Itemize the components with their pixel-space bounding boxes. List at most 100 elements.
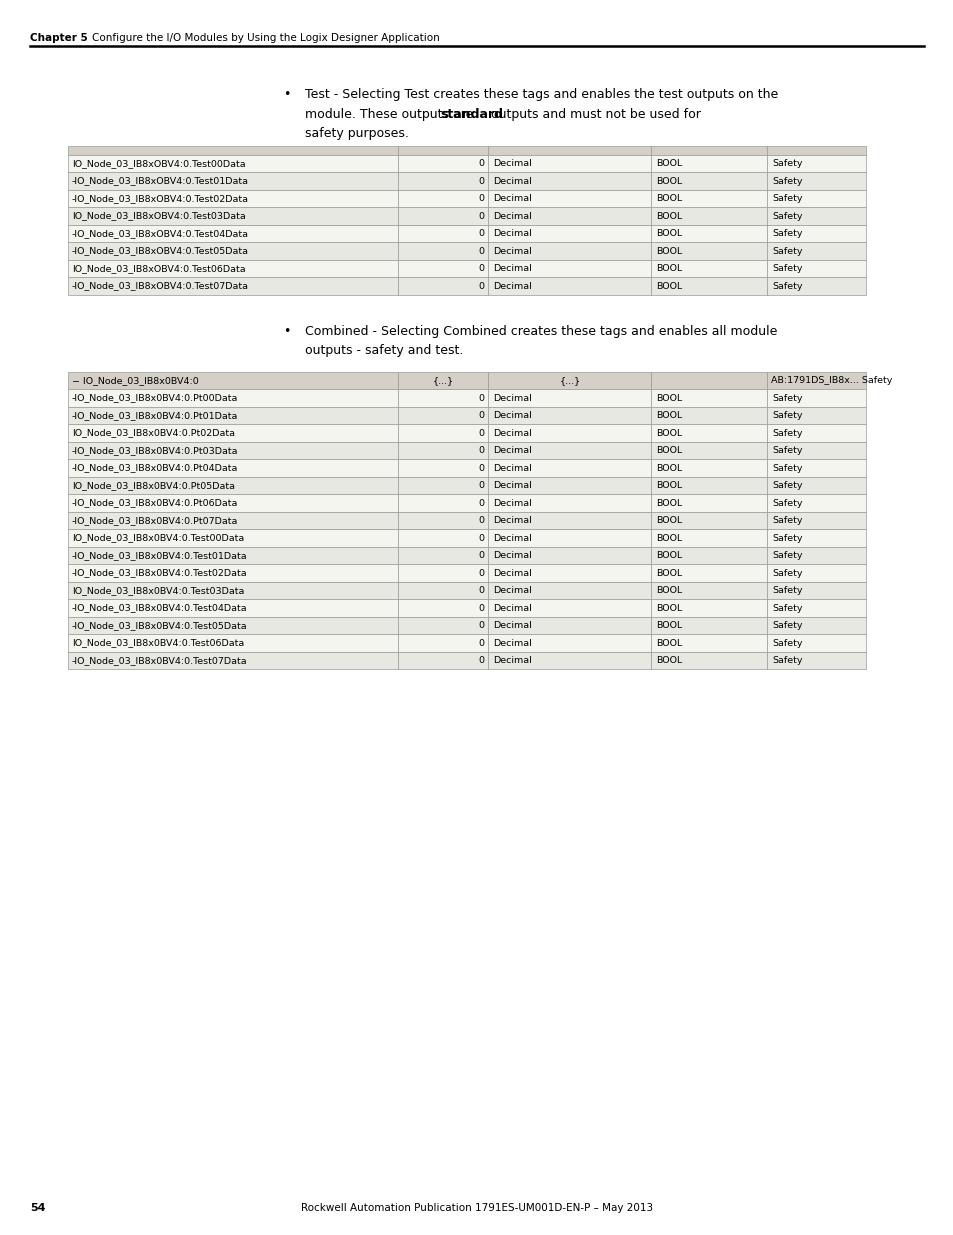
Bar (651, 225, 766, 242)
Bar (651, 564, 766, 582)
Bar (766, 277, 865, 295)
Text: BOOL: BOOL (656, 604, 682, 613)
Text: BOOL: BOOL (656, 585, 682, 595)
Bar (651, 494, 766, 511)
Bar (68, 172, 398, 190)
Bar (651, 190, 766, 207)
Text: IO_Node_03_IB8xOBV4:0.Test00Data: IO_Node_03_IB8xOBV4:0.Test00Data (71, 159, 245, 168)
Text: 0: 0 (477, 394, 484, 403)
Text: -IO_Node_03_IB8xOBV4:0.Test04Data: -IO_Node_03_IB8xOBV4:0.Test04Data (71, 228, 249, 238)
Text: Decimal: Decimal (493, 177, 532, 185)
Bar (651, 652, 766, 669)
Bar (766, 225, 865, 242)
Text: 0: 0 (477, 282, 484, 290)
Text: -IO_Node_03_IB8x0BV4:0.Test07Data: -IO_Node_03_IB8x0BV4:0.Test07Data (71, 656, 248, 664)
Text: 0: 0 (477, 228, 484, 238)
Text: -IO_Node_03_IB8xOBV4:0.Test05Data: -IO_Node_03_IB8xOBV4:0.Test05Data (71, 247, 249, 256)
Text: Safety: Safety (772, 411, 801, 420)
Text: safety purposes.: safety purposes. (305, 127, 409, 140)
Text: -IO_Node_03_IB8x0BV4:0.Pt03Data: -IO_Node_03_IB8x0BV4:0.Pt03Data (71, 446, 238, 454)
Bar (398, 172, 488, 190)
Text: Decimal: Decimal (493, 394, 532, 403)
Bar (398, 547, 488, 564)
Bar (488, 406, 651, 425)
Text: IO_Node_03_IB8x0BV4:0.Test03Data: IO_Node_03_IB8x0BV4:0.Test03Data (71, 585, 244, 595)
Text: BOOL: BOOL (656, 446, 682, 454)
Bar (651, 442, 766, 459)
Bar (651, 372, 766, 389)
Bar (488, 225, 651, 242)
Bar (488, 190, 651, 207)
Bar (766, 547, 865, 564)
Bar (488, 146, 651, 154)
Text: 0: 0 (477, 177, 484, 185)
Text: -IO_Node_03_IB8x0BV4:0.Test02Data: -IO_Node_03_IB8x0BV4:0.Test02Data (71, 568, 248, 578)
Text: Decimal: Decimal (493, 159, 532, 168)
Text: Safety: Safety (772, 516, 801, 525)
Text: -IO_Node_03_IB8xOBV4:0.Test02Data: -IO_Node_03_IB8xOBV4:0.Test02Data (71, 194, 249, 203)
Bar (766, 172, 865, 190)
Bar (488, 616, 651, 635)
Bar (766, 389, 865, 406)
Bar (766, 146, 865, 154)
Text: Decimal: Decimal (493, 194, 532, 203)
Bar (766, 564, 865, 582)
Bar (398, 511, 488, 530)
Bar (68, 477, 398, 494)
Bar (68, 154, 398, 172)
Text: Safety: Safety (772, 446, 801, 454)
Text: Decimal: Decimal (493, 568, 532, 578)
Bar (651, 477, 766, 494)
Text: BOOL: BOOL (656, 228, 682, 238)
Text: BOOL: BOOL (656, 194, 682, 203)
Text: Safety: Safety (772, 499, 801, 508)
Bar (488, 547, 651, 564)
Text: Decimal: Decimal (493, 621, 532, 630)
Text: Safety: Safety (772, 638, 801, 647)
Bar (766, 511, 865, 530)
Text: Safety: Safety (772, 656, 801, 664)
Text: BOOL: BOOL (656, 568, 682, 578)
Bar (488, 389, 651, 406)
Bar (766, 425, 865, 442)
Bar (68, 547, 398, 564)
Text: -IO_Node_03_IB8x0BV4:0.Test05Data: -IO_Node_03_IB8x0BV4:0.Test05Data (71, 621, 248, 630)
Text: − IO_Node_03_IB8x0BV4:0: − IO_Node_03_IB8x0BV4:0 (71, 375, 198, 385)
Text: Decimal: Decimal (493, 656, 532, 664)
Text: IO_Node_03_IB8x0BV4:0.Pt02Data: IO_Node_03_IB8x0BV4:0.Pt02Data (71, 429, 234, 437)
Text: Safety: Safety (772, 480, 801, 490)
Bar (766, 207, 865, 225)
Text: -IO_Node_03_IB8xOBV4:0.Test07Data: -IO_Node_03_IB8xOBV4:0.Test07Data (71, 282, 249, 290)
Bar (488, 635, 651, 652)
Text: Decimal: Decimal (493, 638, 532, 647)
Text: 0: 0 (477, 604, 484, 613)
Text: Safety: Safety (772, 159, 801, 168)
Bar (398, 477, 488, 494)
Bar (398, 190, 488, 207)
Text: BOOL: BOOL (656, 394, 682, 403)
Text: Safety: Safety (772, 394, 801, 403)
Bar (488, 564, 651, 582)
Text: Safety: Safety (772, 247, 801, 256)
Text: Safety: Safety (772, 194, 801, 203)
Text: BOOL: BOOL (656, 264, 682, 273)
Bar (68, 406, 398, 425)
Text: -IO_Node_03_IB8x0BV4:0.Pt01Data: -IO_Node_03_IB8x0BV4:0.Pt01Data (71, 411, 238, 420)
Bar (68, 190, 398, 207)
Bar (488, 511, 651, 530)
Text: 0: 0 (477, 463, 484, 473)
Bar (398, 389, 488, 406)
Text: Decimal: Decimal (493, 534, 532, 542)
Bar (488, 652, 651, 669)
Text: 0: 0 (477, 480, 484, 490)
Text: Decimal: Decimal (493, 282, 532, 290)
Bar (68, 582, 398, 599)
Bar (68, 511, 398, 530)
Bar (398, 259, 488, 277)
Text: Safety: Safety (772, 551, 801, 559)
Bar (68, 207, 398, 225)
Text: Decimal: Decimal (493, 247, 532, 256)
Text: {...}: {...} (558, 375, 579, 385)
Text: Configure the I/O Modules by Using the Logix Designer Application: Configure the I/O Modules by Using the L… (91, 33, 439, 43)
Text: 0: 0 (477, 656, 484, 664)
